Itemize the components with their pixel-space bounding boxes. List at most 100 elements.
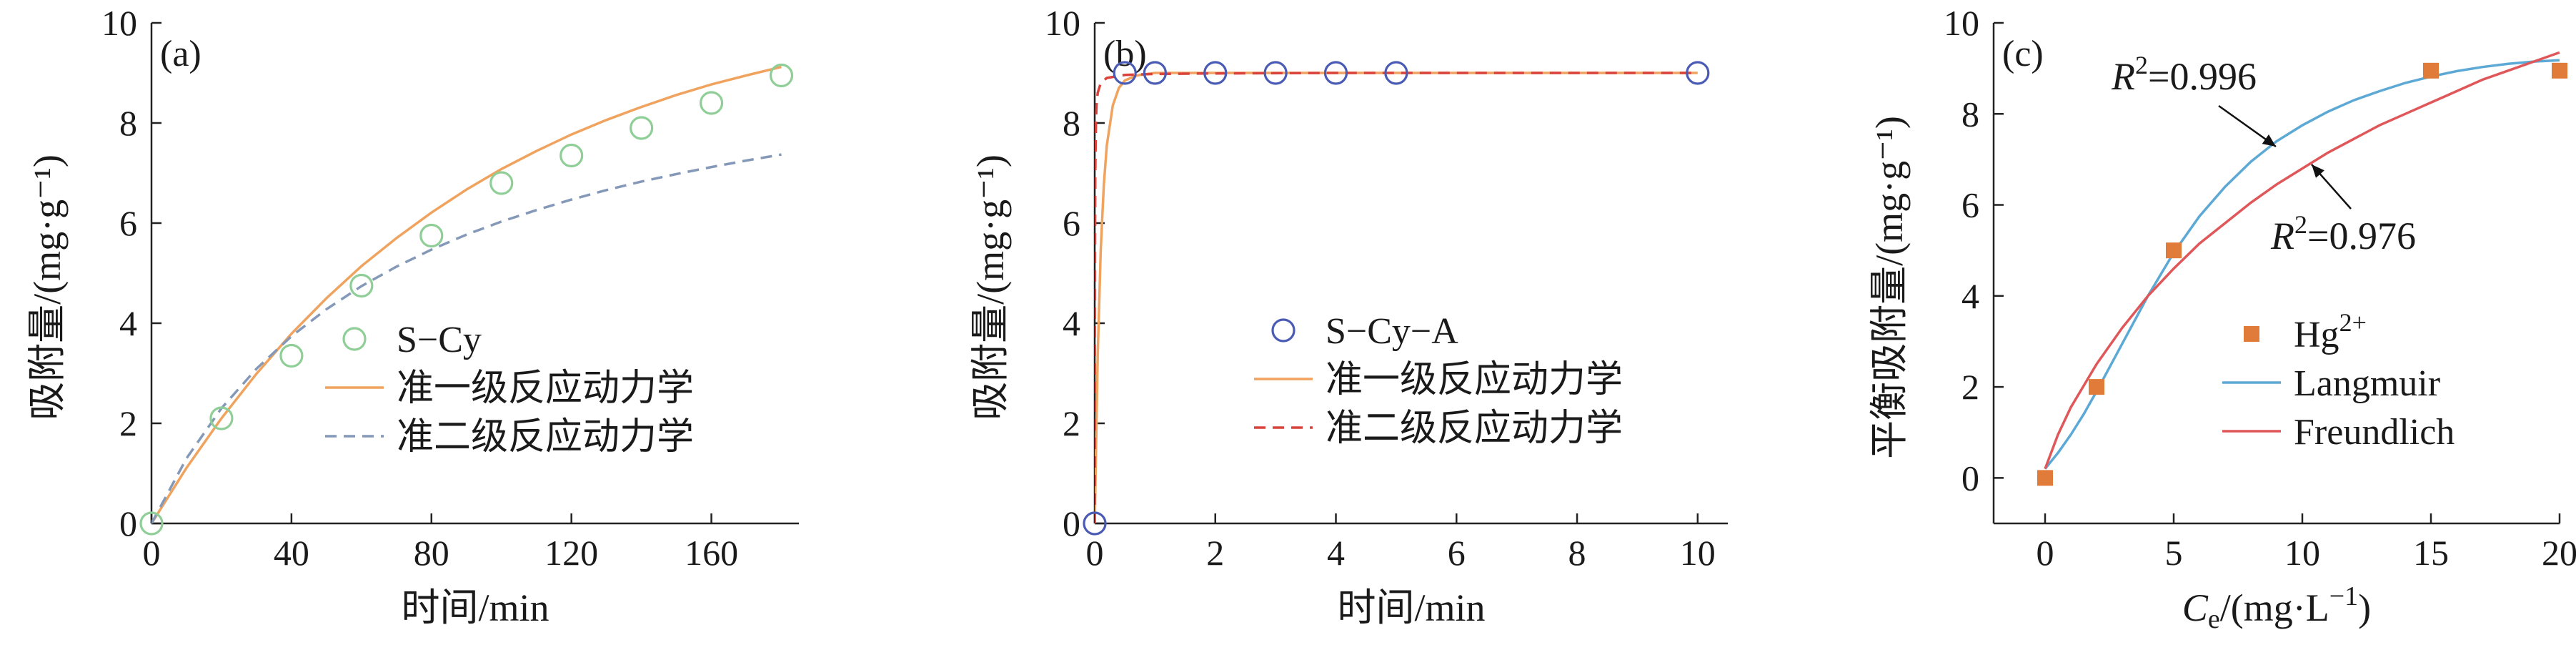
x-tick-label: 5 xyxy=(2165,533,2183,573)
data-point xyxy=(699,91,724,115)
data-point xyxy=(419,223,444,248)
x-tick-label: 20 xyxy=(2542,533,2576,573)
x-axis-title: Ce/(mg·L−1) xyxy=(2182,581,2371,634)
x-axis-title-unit: /(mg·L xyxy=(2220,586,2329,629)
data-point xyxy=(279,343,304,368)
panel-a: 0 40 80 120 160 0 2 4 6 8 10 (a) 时间/min 吸附量/(mg·g⁻¹) S… xyxy=(26,3,799,629)
x-tick-label: 6 xyxy=(1448,533,1466,573)
y-tick-label: 8 xyxy=(119,103,137,143)
annotation-arrow-head xyxy=(2262,134,2276,147)
legend-label: 准二级反应动力学 xyxy=(1326,408,1623,449)
y-tick-label: 6 xyxy=(119,203,137,243)
x-tick-label: 2 xyxy=(1206,533,1224,573)
x-tick-label: 40 xyxy=(274,533,309,573)
y-tick-label: 8 xyxy=(1961,94,1979,134)
data-point xyxy=(560,143,584,168)
legend-label-sup: 2+ xyxy=(2339,308,2367,337)
y-tick-label: 2 xyxy=(1961,367,1979,407)
data-point xyxy=(2037,470,2053,486)
data-point xyxy=(2552,62,2567,79)
data-point xyxy=(1143,61,1167,85)
series-line-1 xyxy=(1095,72,1698,523)
series-line-1 xyxy=(151,65,782,523)
y-axis-title: 平衡吸附量/(mg·g⁻¹) xyxy=(1868,116,1911,459)
data-point xyxy=(2423,62,2439,79)
series-line-2 xyxy=(1095,72,1698,523)
r-sup: 2 xyxy=(2294,210,2307,239)
data-point xyxy=(2089,379,2104,395)
data-point xyxy=(769,63,794,88)
r-symbol: R xyxy=(2111,55,2135,98)
data-point xyxy=(1203,61,1228,85)
legend-label: 准一级反应动力学 xyxy=(397,368,694,409)
y-tick-label: 10 xyxy=(1944,3,1979,43)
y-tick-label: 0 xyxy=(1063,503,1080,543)
panel-label: (a) xyxy=(160,34,202,74)
legend-label: Langmuir xyxy=(2294,363,2440,404)
data-point xyxy=(1113,61,1137,85)
y-tick-label: 10 xyxy=(101,3,137,43)
y-tick-label: 2 xyxy=(1063,403,1080,443)
x-tick-label: 8 xyxy=(1568,533,1586,573)
legend-marker xyxy=(2244,326,2259,342)
legend-label: Hg2+ xyxy=(2294,308,2367,355)
panel-label: (c) xyxy=(2002,34,2044,74)
x-tick-label: 120 xyxy=(544,533,598,573)
legend-label: 准一级反应动力学 xyxy=(1326,360,1623,400)
legend-label: 准二级反应动力学 xyxy=(397,417,694,458)
y-tick-label: 10 xyxy=(1045,3,1080,43)
x-axis-title-sub: e xyxy=(2208,604,2220,634)
legend-marker xyxy=(342,327,367,351)
data-point xyxy=(2166,242,2182,259)
data-point xyxy=(630,116,654,140)
data-point xyxy=(1384,61,1408,85)
y-tick-label: 4 xyxy=(1063,303,1080,343)
data-point xyxy=(349,273,374,298)
series-line-2 xyxy=(151,153,782,523)
r-symbol: R xyxy=(2270,215,2294,257)
data-point xyxy=(1323,61,1348,85)
y-tick-label: 4 xyxy=(1961,276,1979,316)
legend-label-base: Hg xyxy=(2294,315,2339,355)
x-tick-label: 0 xyxy=(2037,533,2054,573)
panel-b: 0 2 4 6 8 10 0 2 4 6 8 10 (b) 时间/min 吸附量/(mg·g⁻¹) S−Cy−… xyxy=(969,3,1728,629)
legend-label: Freundlich xyxy=(2294,412,2455,453)
x-axis-title-close: ) xyxy=(2358,586,2371,629)
x-tick-label: 10 xyxy=(2284,533,2320,573)
x-axis-title-sup: −1 xyxy=(2329,581,2358,611)
y-tick-label: 4 xyxy=(119,303,137,343)
y-tick-label: 2 xyxy=(119,403,137,443)
data-point xyxy=(1263,61,1288,85)
data-point xyxy=(1686,61,1710,85)
r-value: =0.976 xyxy=(2307,215,2416,257)
x-tick-label: 4 xyxy=(1327,533,1345,573)
r-squared-annotation: R2=0.976 xyxy=(2270,210,2416,257)
r-squared-annotation: R2=0.996 xyxy=(2111,51,2257,98)
data-point xyxy=(1083,511,1107,536)
x-axis-title-c: C xyxy=(2182,586,2209,629)
y-tick-label: 6 xyxy=(1961,185,1979,225)
y-tick-label: 6 xyxy=(1063,203,1080,243)
panel-label: (b) xyxy=(1103,34,1147,74)
x-tick-label: 0 xyxy=(143,533,161,573)
x-tick-label: 15 xyxy=(2413,533,2449,573)
y-axis-title: 吸附量/(mg·g⁻¹) xyxy=(969,154,1012,420)
y-tick-label: 8 xyxy=(1063,103,1080,143)
data-point xyxy=(209,406,234,430)
data-point xyxy=(489,171,514,195)
series-line-2 xyxy=(2044,51,2560,470)
legend-label: S−Cy−A xyxy=(1326,311,1458,352)
r-sup: 2 xyxy=(2135,51,2148,79)
legend-marker xyxy=(1271,318,1296,343)
x-tick-label: 0 xyxy=(1086,533,1104,573)
x-tick-label: 10 xyxy=(1680,533,1716,573)
panel-c: 0 5 10 15 20 0 2 4 6 8 10 (c) Ce/(mg·L−1) 平衡吸附量/(mg·g… xyxy=(1868,3,2576,634)
series-line-1 xyxy=(2044,59,2560,470)
x-tick-label: 80 xyxy=(414,533,449,573)
y-axis-title: 吸附量/(mg·g⁻¹) xyxy=(26,154,69,420)
annotation-arrow-head xyxy=(2312,164,2324,178)
y-tick-label: 0 xyxy=(119,503,137,543)
data-point xyxy=(139,511,164,536)
x-axis-title: 时间/min xyxy=(1337,586,1485,629)
